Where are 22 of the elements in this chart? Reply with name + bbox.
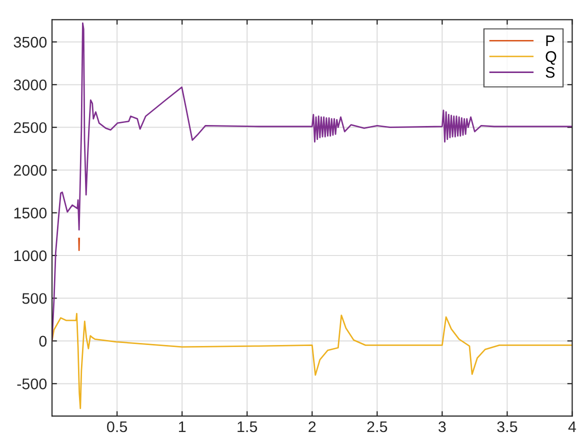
x-tick-label: 1.5 xyxy=(238,422,258,432)
y-tick-label: -500 xyxy=(17,378,47,390)
legend-label: S xyxy=(546,66,555,78)
y-tick-label: 0 xyxy=(39,336,47,347)
y-tick-label: 3500 xyxy=(14,36,47,48)
x-tick-label: 2 xyxy=(308,421,316,432)
legend-label: P xyxy=(546,36,554,46)
y-tick-label: 2000 xyxy=(14,164,47,176)
x-tick-label: 2.5 xyxy=(367,421,388,432)
y-tick-label: 1500 xyxy=(14,208,47,218)
line-series xyxy=(52,312,572,410)
line-series xyxy=(52,22,572,342)
y-tick-label: 3000 xyxy=(14,80,47,90)
x-tick-label: 1 xyxy=(178,422,186,432)
y-tick-label: 2500 xyxy=(14,122,47,134)
y-tick-label: 500 xyxy=(22,293,47,304)
x-tick-label: 3.5 xyxy=(497,421,518,432)
x-tick-label: 4 xyxy=(568,422,576,432)
x-tick-label: 0.5 xyxy=(107,421,128,432)
legend-label: Q xyxy=(546,51,556,65)
y-tick-label: 1000 xyxy=(14,250,47,262)
x-tick-label: 3 xyxy=(438,421,446,432)
